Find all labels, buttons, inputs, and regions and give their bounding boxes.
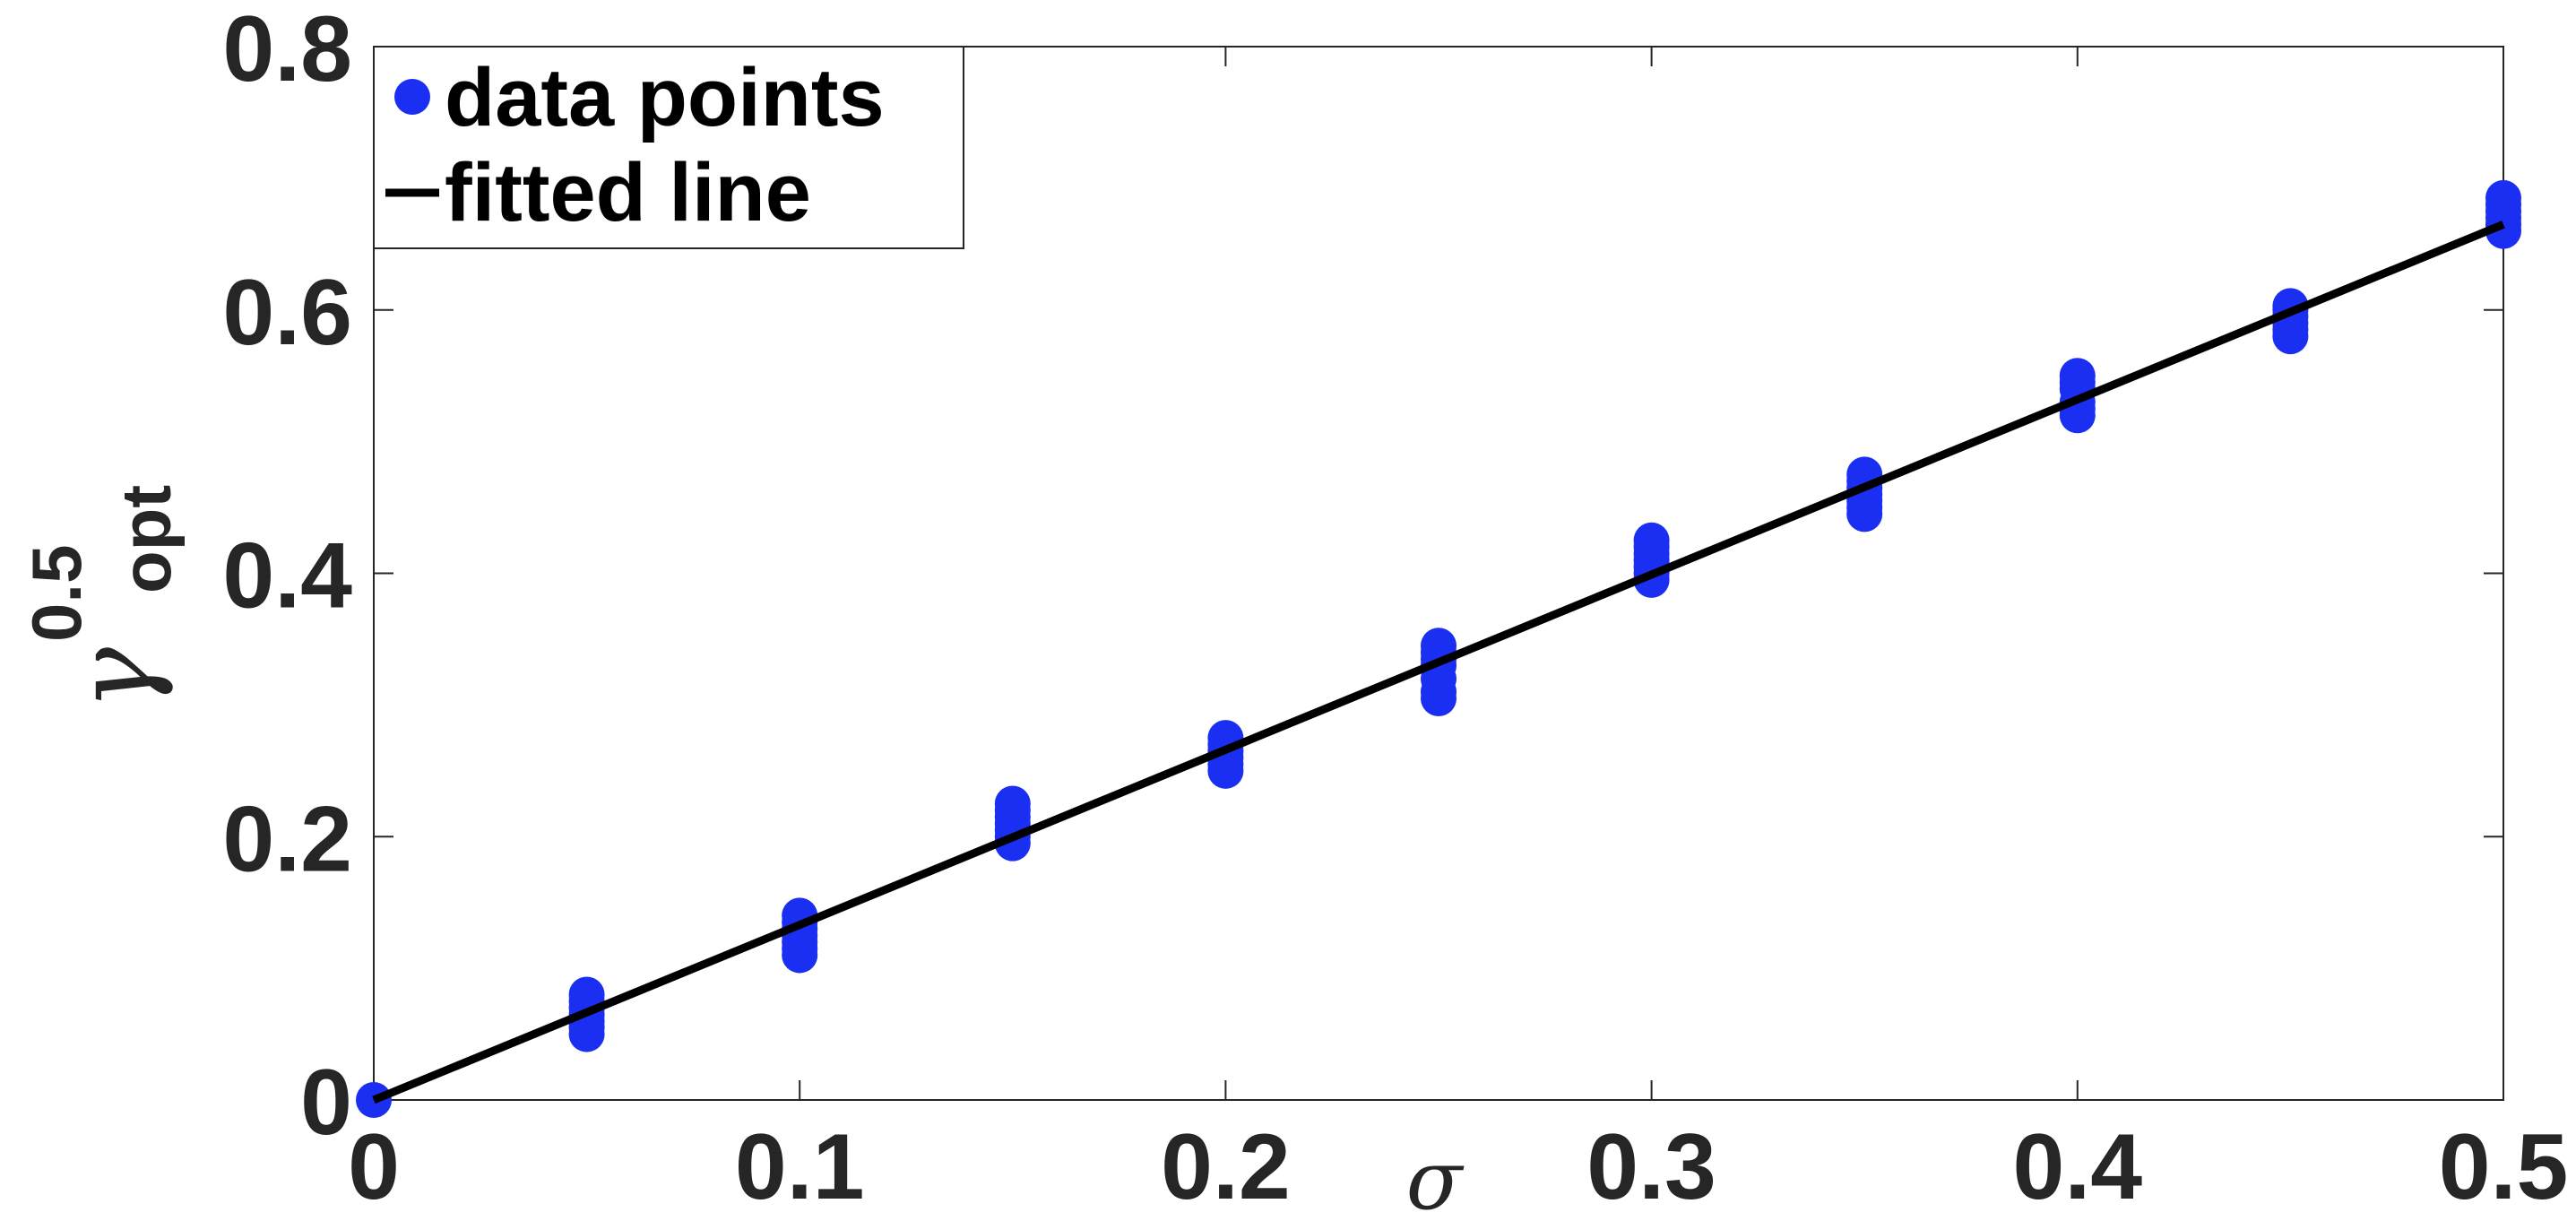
x-tick-label: 0 [348, 1115, 400, 1219]
data-point [2485, 179, 2521, 216]
data-point [994, 785, 1031, 822]
fitted-line-series [372, 221, 2505, 1104]
data-points-series [356, 179, 2521, 1118]
legend-label-fitted-line: fitted line [445, 147, 811, 238]
y-axis-label: γ0.5 opt [17, 485, 186, 711]
data-point [1633, 522, 1670, 559]
y-tick-label: 0 [300, 1051, 352, 1155]
x-axis-label: σ [1406, 1132, 1465, 1221]
data-point [568, 976, 605, 1013]
y-tick-label: 0.4 [222, 524, 352, 628]
legend-marker-data-points [394, 79, 430, 115]
legend: data points fitted line [373, 46, 964, 249]
x-tick-label: 0.1 [735, 1115, 865, 1219]
x-tick-label: 0.2 [1161, 1115, 1291, 1219]
x-tick-label: 0.5 [2439, 1115, 2569, 1219]
x-tick-labels: 0 0.1 0.2 0.3 0.4 0.5 [348, 1115, 2568, 1219]
y-axis-label-superscript: 0.5 [17, 545, 96, 642]
legend-label-data-points: data points [445, 52, 885, 143]
legend-box [373, 46, 964, 249]
y-tick-labels: 0 0.2 0.4 0.6 0.8 [222, 0, 352, 1155]
y-axis-label-subscript: opt [107, 485, 186, 593]
y-tick-label: 0.2 [222, 787, 352, 891]
fitted-line [372, 221, 2505, 1104]
y-tick-label: 0.8 [222, 0, 352, 101]
y-axis-label-base: γ [52, 646, 176, 710]
svg-text:γ0.5: γ0.5 [17, 545, 176, 711]
x-tick-label: 0.4 [2013, 1115, 2143, 1219]
y-tick-label: 0.6 [222, 261, 352, 365]
data-point [2059, 358, 2096, 394]
x-tick-label: 0.3 [1586, 1115, 1716, 1219]
